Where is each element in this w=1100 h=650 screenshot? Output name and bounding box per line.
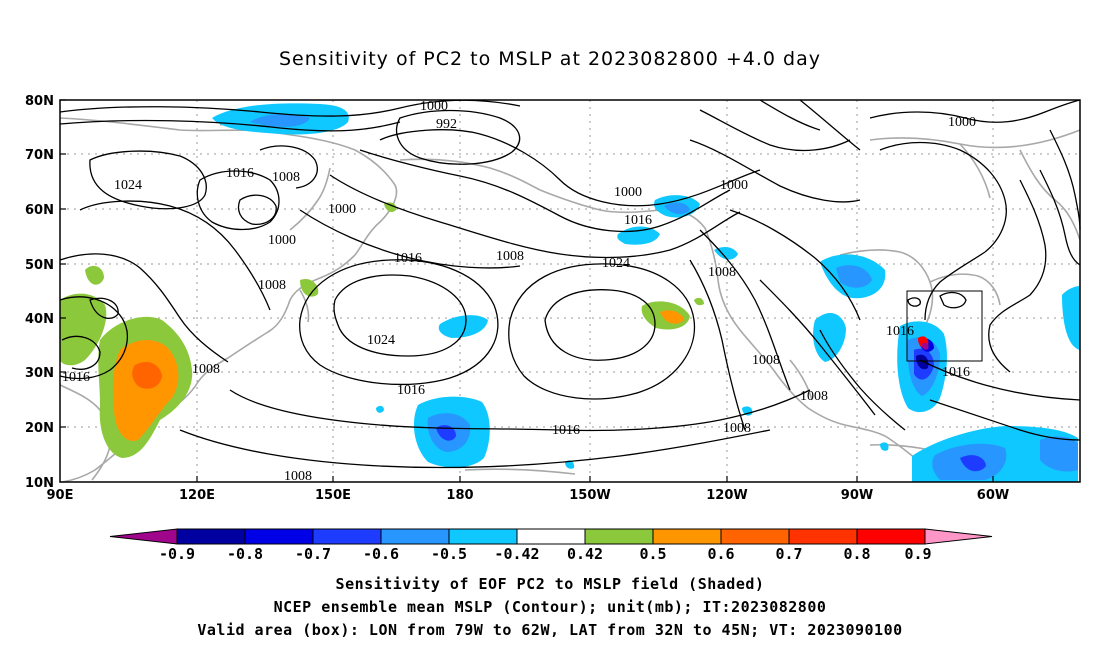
lat-label: 70N [25, 148, 54, 163]
colorbar-swatch [244, 528, 314, 545]
contour-label: 1000 [268, 233, 296, 248]
lat-labels: 80N 70N 60N 50N 40N 30N 20N 10N [25, 94, 54, 491]
colorbar-swatch [516, 528, 586, 545]
colorbar-swatch [109, 528, 178, 545]
lon-label: 180 [446, 488, 473, 503]
colorbar-labels: -0.9 -0.8 -0.7 -0.6 -0.5 -0.42 0.42 0.5 … [159, 545, 932, 563]
colorbar-swatch [176, 528, 246, 545]
colorbar-swatch [652, 528, 722, 545]
colorbar-label: -0.9 [159, 545, 195, 563]
colorbar-swatch [584, 528, 654, 545]
caption-line-3: Valid area (box): LON from 79W to 62W, L… [197, 621, 903, 639]
contour-label: 1016 [552, 423, 580, 438]
lon-label: 90W [841, 488, 873, 503]
lon-label: 150W [569, 488, 610, 503]
lat-label: 10N [25, 476, 54, 491]
colorbar-swatch [924, 528, 993, 545]
contour-label: 1008 [272, 170, 300, 185]
colorbar-swatch [448, 528, 518, 545]
contour-label: 1000 [720, 178, 748, 193]
contour-label: 1016 [62, 370, 90, 385]
lat-label: 50N [25, 258, 54, 273]
map-frame [59, 99, 1081, 483]
sensitivity-map: 1000 992 1000 1024 1016 1008 1000 1000 1… [25, 94, 1081, 563]
lat-label: 80N [25, 94, 54, 109]
chart-title: Sensitivity of PC2 to MSLP at 2023082800… [279, 48, 821, 70]
lat-label: 40N [25, 312, 54, 327]
lon-label: 60W [977, 488, 1009, 503]
contour-label: 1008 [752, 353, 780, 368]
contour-label: 1008 [723, 421, 751, 436]
colorbar-label: 0.5 [639, 545, 666, 563]
contour-label: 1024 [367, 333, 395, 348]
contour-label: 1024 [114, 178, 142, 193]
contour-label: 1008 [496, 249, 524, 264]
contour-label: 1016 [624, 213, 652, 228]
lon-labels: 90E 120E 150E 180 150W 120W 90W 60W [47, 488, 1010, 503]
contour-label: 992 [436, 117, 457, 132]
valid-area-box [906, 290, 983, 362]
contour-label: 1016 [942, 365, 970, 380]
contour-label: 1008 [258, 278, 286, 293]
positive-sensitivity-shading [60, 202, 929, 458]
colorbar-label: 0.6 [707, 545, 734, 563]
contour-label: 1008 [708, 265, 736, 280]
contour-label: 1008 [192, 362, 220, 377]
colorbar-label: -0.5 [431, 545, 467, 563]
colorbar-swatch [312, 528, 382, 545]
lat-label: 20N [25, 421, 54, 436]
colorbar-label: -0.8 [227, 545, 263, 563]
caption-line-1: Sensitivity of EOF PC2 to MSLP field (Sh… [335, 575, 765, 593]
lon-label: 90E [47, 488, 74, 503]
contour-label-group: 1000 992 1000 1024 1016 1008 1000 1000 1… [62, 99, 976, 484]
lon-label: 150E [315, 488, 351, 503]
mslp-contours [59, 99, 1081, 469]
axis-ticks [60, 99, 994, 482]
contour-label: 1016 [394, 251, 422, 266]
caption-line-2: NCEP ensemble mean MSLP (Contour); unit(… [273, 598, 827, 616]
lon-label: 120E [179, 488, 215, 503]
colorbar-swatch [856, 528, 926, 545]
contour-label: 1000 [948, 115, 976, 130]
colorbar-label: -0.7 [295, 545, 331, 563]
colorbar-swatch [788, 528, 858, 545]
colorbar-label: 0.7 [775, 545, 802, 563]
contour-label: 1016 [397, 383, 425, 398]
colorbar-swatch [720, 528, 790, 545]
contour-label: 1016 [226, 166, 254, 181]
contour-label: 1008 [800, 389, 828, 404]
colorbar [109, 528, 993, 545]
contour-label: 1000 [328, 202, 356, 217]
contour-label: 1016 [886, 324, 914, 339]
colorbar-swatch [380, 528, 450, 545]
contour-label: 1024 [602, 256, 630, 271]
lat-label: 30N [25, 366, 54, 381]
lat-label: 60N [25, 203, 54, 218]
colorbar-label: 0.9 [904, 545, 931, 563]
colorbar-label: -0.6 [363, 545, 399, 563]
contour-label: 1000 [420, 99, 448, 114]
contour-label: 1000 [614, 185, 642, 200]
colorbar-label: 0.42 [567, 545, 603, 563]
colorbar-label: -0.42 [494, 545, 539, 563]
lon-label: 120W [706, 488, 747, 503]
contour-label: 1008 [284, 469, 312, 484]
colorbar-label: 0.8 [843, 545, 870, 563]
